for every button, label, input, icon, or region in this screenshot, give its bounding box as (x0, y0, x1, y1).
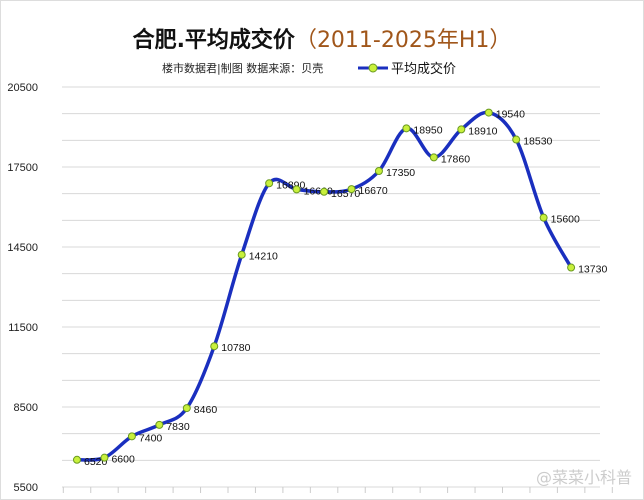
data-point (292, 185, 301, 194)
data-label: 19540 (496, 109, 525, 121)
data-point (100, 453, 109, 462)
data-label: 16670 (359, 185, 388, 197)
data-label: 18950 (413, 124, 442, 136)
y-tick-label: 11500 (8, 322, 38, 334)
y-tick-label: 8500 (14, 402, 38, 414)
data-point (265, 179, 274, 188)
data-label: 10780 (221, 342, 250, 354)
data-label: 16570 (331, 188, 360, 200)
data-label: 6600 (111, 454, 135, 466)
legend-marker-icon (358, 63, 388, 72)
data-point (457, 125, 466, 134)
data-point (73, 455, 81, 464)
y-tick-label: 5500 (14, 482, 38, 494)
data-label: 16660 (304, 185, 333, 197)
data-point (374, 167, 383, 175)
chart-title: 合肥.平均成交价（2011-2025年H1） (0, 22, 644, 54)
data-label: 7830 (166, 421, 190, 433)
data-point (127, 432, 136, 441)
data-point (182, 404, 191, 413)
chart-subtitle: 楼市数据君|制图 数据来源：贝壳 (162, 62, 324, 75)
y-tick-label: 17500 (7, 162, 38, 174)
watermark: @菜菜小科普 (535, 468, 632, 487)
data-point (402, 124, 411, 133)
data-label: 7400 (139, 432, 163, 444)
title-accent: （2011-2025年H1） (294, 28, 512, 53)
data-point (429, 153, 438, 162)
data-point (347, 185, 356, 194)
y-tick-label: 20500 (7, 82, 38, 94)
data-point (210, 342, 219, 351)
data-label: 14210 (249, 251, 278, 263)
y-tick-label: 14500 (7, 242, 38, 254)
data-label: 17860 (441, 153, 470, 165)
data-point (155, 420, 164, 429)
data-point (320, 187, 329, 196)
data-label: 18910 (468, 125, 497, 137)
data-point (237, 250, 246, 259)
data-point (539, 213, 548, 222)
data-label: 13730 (578, 264, 607, 276)
data-label: 16890 (276, 179, 305, 191)
series-line (76, 110, 573, 462)
data-point (512, 135, 521, 144)
data-label: 15600 (551, 214, 580, 226)
data-point (484, 108, 493, 117)
title-main: 合肥.平均成交价 (132, 28, 295, 53)
data-label: 18530 (523, 136, 552, 148)
data-point (567, 263, 576, 272)
data-label: 17350 (386, 167, 415, 179)
data-label: 8460 (194, 404, 218, 416)
legend-label: 平均成交价 (391, 62, 457, 77)
legend: 平均成交价 (358, 58, 456, 77)
